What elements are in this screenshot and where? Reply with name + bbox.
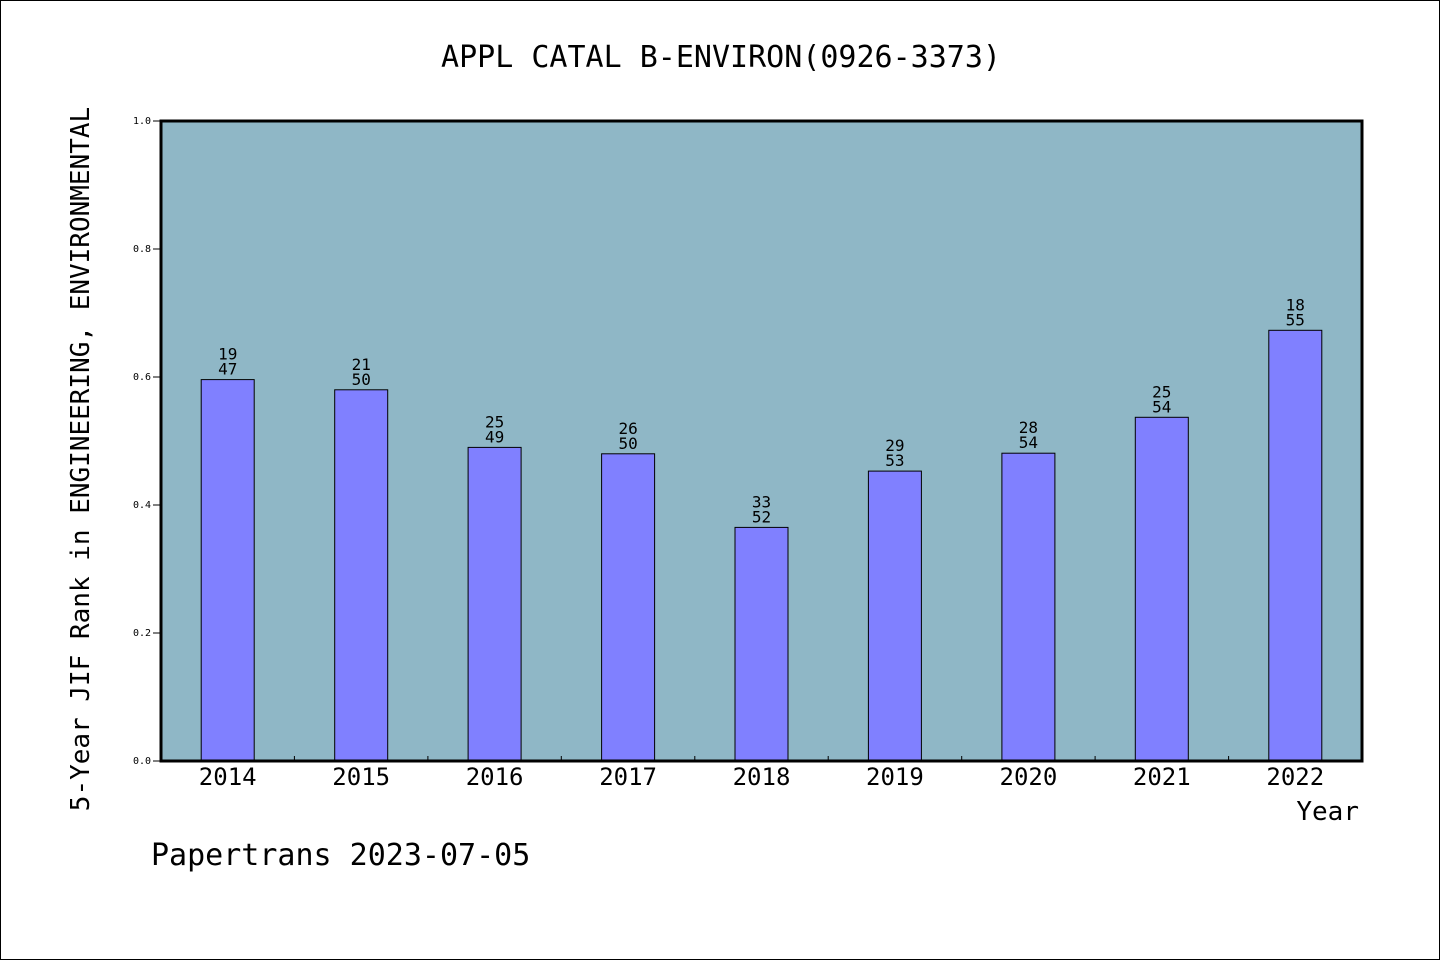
bar-2019	[867, 470, 922, 762]
x-tick-label: 2018	[733, 763, 791, 791]
y-tick-label: 0.0	[133, 756, 151, 767]
plot-frame	[159, 119, 1364, 763]
bar-label-rank: 21	[352, 355, 371, 374]
bar-2016	[467, 446, 522, 762]
bar-label-total: 49	[485, 427, 504, 446]
bar-label-total: 52	[752, 507, 771, 526]
bar-label-rank: 18	[1286, 295, 1305, 314]
x-tick-label: 2021	[1133, 763, 1191, 791]
y-tick-label: 0.8	[133, 244, 151, 255]
bar-label-total: 50	[618, 434, 637, 453]
x-tick-label: 2022	[1266, 763, 1324, 791]
y-tick-label: 1.0	[133, 116, 151, 127]
x-tick-label: 2020	[1000, 763, 1058, 791]
bar-2020	[1001, 452, 1056, 762]
y-tick-label: 0.6	[133, 372, 151, 383]
bar-2021	[1134, 416, 1189, 762]
bar-2015	[334, 389, 389, 762]
bar-label-rank: 28	[1019, 418, 1038, 437]
chart-title: APPL CATAL B-ENVIRON(0926-3373)	[441, 40, 1001, 75]
x-tick-label: 2019	[866, 763, 924, 791]
bar-label-total: 54	[1152, 397, 1171, 416]
bar-label-rank: 25	[485, 412, 504, 431]
bar-label-rank: 29	[885, 436, 904, 455]
bar-2022	[1268, 329, 1323, 762]
x-axis-label: Year	[1296, 797, 1359, 827]
bar-label-total: 50	[352, 370, 371, 389]
bar-label-rank: 19	[218, 345, 237, 364]
bar-label-total: 54	[1019, 433, 1038, 452]
y-axis-label: 5-Year JIF Rank in ENGINEERING, ENVIRONM…	[66, 107, 96, 811]
x-tick-label: 2014	[199, 763, 257, 791]
x-tick-label: 2017	[599, 763, 657, 791]
y-tick-label: 0.2	[133, 628, 151, 639]
bar-label-rank: 25	[1152, 382, 1171, 401]
x-tick-label: 2015	[332, 763, 390, 791]
bar-label-total: 53	[885, 451, 904, 470]
bar-2018	[734, 526, 789, 762]
bar-label-total: 55	[1286, 310, 1305, 329]
bar-2014	[200, 379, 255, 762]
bar-label-total: 47	[218, 360, 237, 379]
ticks-layer: 2014 2015 2016 2017 2018 2019 2020 2021 2022 0.0 0…	[133, 116, 1324, 791]
bar-label-rank: 33	[752, 492, 771, 511]
footer-date-stamp: Papertrans 2023-07-05	[151, 838, 530, 873]
bar-2017	[601, 453, 656, 762]
x-tick-label: 2016	[466, 763, 524, 791]
y-tick-label: 0.4	[133, 500, 151, 511]
bar-label-rank: 26	[618, 419, 637, 438]
